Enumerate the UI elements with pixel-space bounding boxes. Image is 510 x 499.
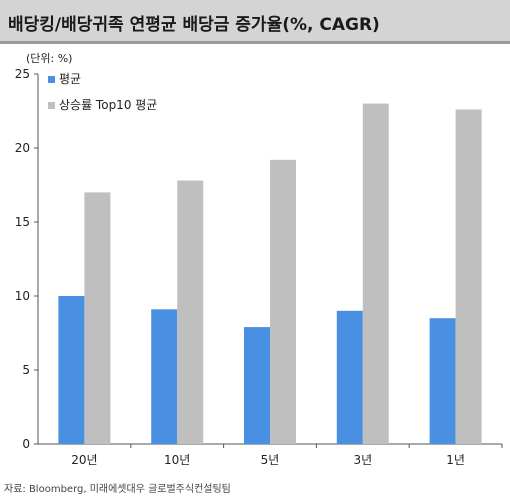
- bar-average: [58, 296, 85, 444]
- y-tick-label: 20: [15, 141, 30, 155]
- legend-swatch-1: [48, 102, 55, 109]
- y-tick-label: 0: [22, 437, 30, 451]
- x-tick-label: 3년: [353, 453, 372, 467]
- x-tick-label: 1년: [446, 453, 465, 467]
- bar-top10: [84, 192, 111, 444]
- chart-title: 배당킹/배당귀족 연평균 배당금 증가율(%, CAGR): [8, 15, 380, 35]
- source-note: 자료: Bloomberg, 미래에셋대우 글로벌주식컨설팅팀: [4, 484, 231, 495]
- title-bar: 배당킹/배당귀족 연평균 배당금 증가율(%, CAGR): [0, 0, 510, 44]
- bar-average: [336, 310, 363, 444]
- y-tick-label: 25: [15, 67, 30, 81]
- bar-average: [429, 318, 456, 444]
- chart-labels: 0 5 10 15 20 25 20년 10년 5년 3년 1년: [15, 67, 465, 467]
- bar-top10: [270, 159, 296, 444]
- legend-label-1: 상승률 Top10 평균: [59, 98, 157, 112]
- unit-label: (단위: %): [26, 52, 73, 65]
- y-tick-label: 15: [15, 215, 30, 229]
- bar-average: [151, 309, 178, 444]
- x-tick-label: 20년: [71, 453, 97, 467]
- chart-bars: [58, 103, 482, 445]
- legend-label-0: 평균: [59, 72, 81, 86]
- bar-top10: [362, 103, 389, 444]
- y-tick-label: 5: [22, 363, 30, 377]
- x-tick-label: 5년: [261, 453, 280, 467]
- y-tick-label: 10: [15, 289, 30, 303]
- bar-top10: [177, 180, 204, 444]
- bar-average: [244, 327, 270, 444]
- x-tick-label: 10년: [164, 453, 190, 467]
- bar-top10: [455, 109, 482, 445]
- legend-swatch-0: [48, 76, 55, 83]
